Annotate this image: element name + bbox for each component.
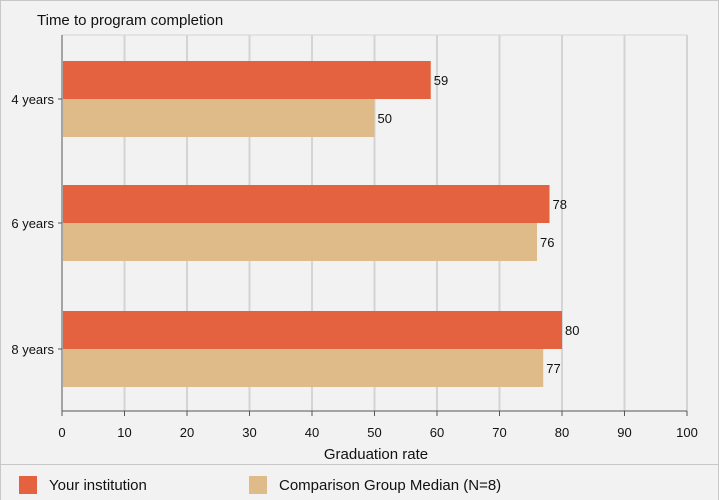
x-tick-label-90: 90	[617, 425, 631, 440]
x-tick-label-30: 30	[242, 425, 256, 440]
x-tick-label-70: 70	[492, 425, 506, 440]
x-tick-label-10: 10	[117, 425, 131, 440]
bars	[63, 61, 562, 387]
legend-label-institution: Your institution	[49, 476, 147, 494]
data-labels: 59 50 78 76 80 77	[378, 73, 580, 376]
bar-comparison[interactable]	[63, 99, 375, 137]
x-tick-label-40: 40	[305, 425, 319, 440]
bar-comparison[interactable]	[63, 349, 544, 387]
x-tick-label-100: 100	[676, 425, 698, 440]
bar-institution[interactable]	[63, 185, 550, 223]
x-tick-label-20: 20	[180, 425, 194, 440]
data-label: 80	[565, 323, 579, 338]
x-tick-label-80: 80	[555, 425, 569, 440]
data-label: 78	[553, 197, 567, 212]
legend-item-comparison[interactable]: Comparison Group Median (N=8)	[249, 475, 501, 495]
legend-swatch-institution	[19, 476, 37, 494]
legend: Your institution Comparison Group Median…	[1, 464, 718, 500]
x-tick-label-50: 50	[367, 425, 381, 440]
y-category-label: 8 years	[11, 342, 54, 357]
data-label: 50	[378, 111, 392, 126]
axes: 0 10 20 30 40 50 60 70 80 90 100 4 years 6 years 8 ye…	[11, 35, 698, 440]
bar-institution[interactable]	[63, 61, 431, 99]
bar-comparison[interactable]	[63, 223, 537, 261]
bar-institution[interactable]	[63, 311, 562, 349]
y-category-label: 4 years	[11, 92, 54, 107]
legend-item-institution[interactable]: Your institution	[19, 475, 147, 495]
data-label: 77	[546, 361, 560, 376]
data-label: 76	[540, 235, 554, 250]
legend-label-comparison: Comparison Group Median (N=8)	[279, 476, 502, 494]
legend-swatch-comparison	[249, 476, 267, 494]
x-tick-label-60: 60	[430, 425, 444, 440]
y-category-label: 6 years	[11, 216, 54, 231]
x-axis-title: Graduation rate	[324, 446, 428, 463]
data-label: 59	[434, 73, 448, 88]
chart-title: Time to program completion	[37, 12, 223, 29]
x-tick-label-0: 0	[58, 425, 65, 440]
bar-chart: Time to program completion 595078768077 …	[11, 12, 698, 463]
